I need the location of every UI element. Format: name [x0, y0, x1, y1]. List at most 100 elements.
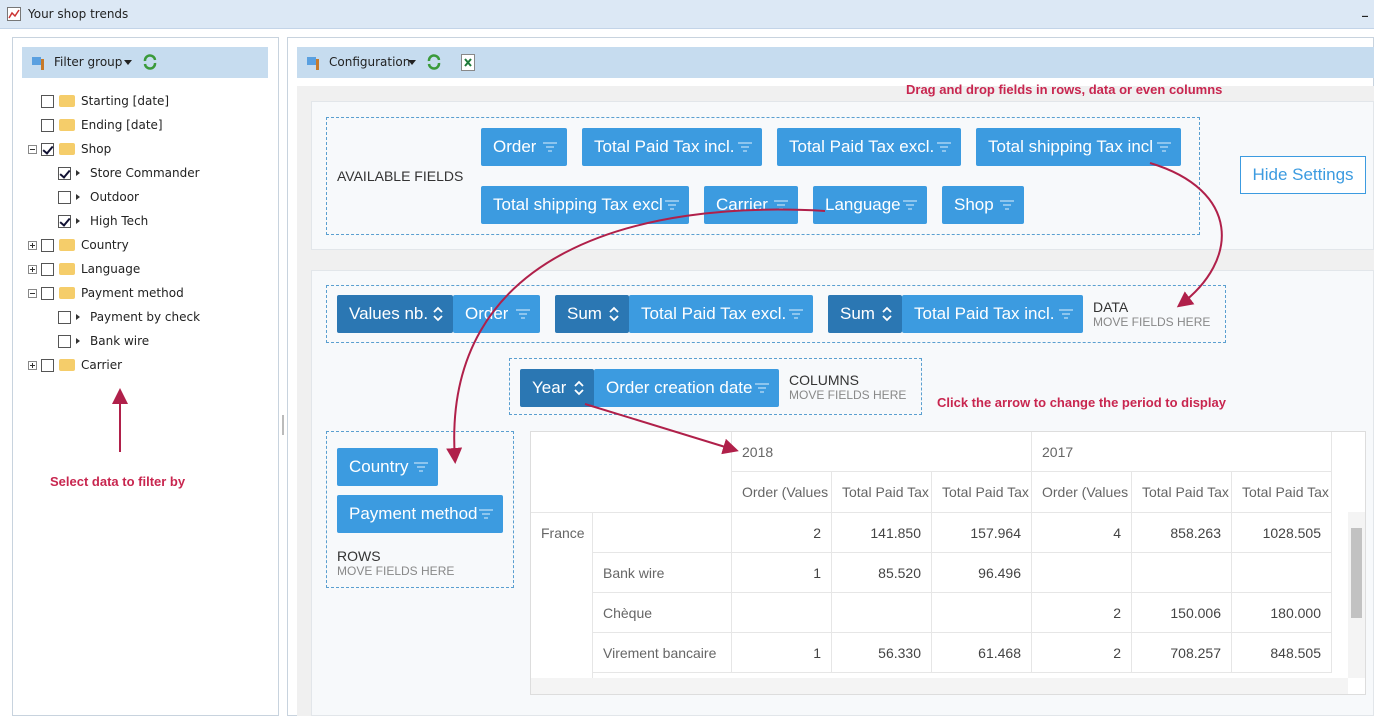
field-chip[interactable]: Total shipping Tax incl	[976, 128, 1181, 166]
filter-icon[interactable]	[479, 509, 493, 519]
horizontal-scrollbar[interactable]	[531, 678, 1348, 694]
checkbox[interactable]	[41, 142, 54, 156]
minimize-button[interactable]: _	[1362, 3, 1368, 17]
sort-updown-icon[interactable]	[433, 306, 443, 322]
configuration-menu[interactable]: Configuration	[329, 55, 411, 69]
field-chip[interactable]: Total shipping Tax excl	[481, 186, 689, 224]
checkbox[interactable]	[58, 334, 71, 348]
columns-zone-label: COLUMNS	[789, 372, 860, 388]
year-header: 2017	[1032, 432, 1332, 472]
data-field-chip[interactable]: Order	[453, 295, 540, 333]
country-chip[interactable]: Country	[337, 448, 438, 486]
hide-settings-button[interactable]: Hide Settings	[1240, 156, 1366, 194]
field-chip[interactable]: Language	[813, 186, 927, 224]
filter-icon[interactable]	[1059, 309, 1073, 319]
filter-icon[interactable]	[1000, 200, 1014, 210]
filter-icon[interactable]	[755, 383, 769, 393]
chevron-down-icon[interactable]	[124, 60, 132, 66]
row-group-header: France	[531, 513, 593, 694]
window-title: Your shop trends	[28, 7, 129, 21]
tree-item[interactable]: Store Commander	[58, 161, 200, 185]
tree-item[interactable]: Starting [date]	[28, 89, 169, 113]
filter-icon	[32, 57, 44, 70]
aggregation-chip[interactable]: Sum	[828, 295, 902, 333]
tree-item[interactable]: Shop	[28, 137, 111, 161]
scrollbar-thumb[interactable]	[1351, 528, 1362, 618]
checkbox[interactable]	[58, 166, 71, 180]
bullet-icon	[76, 170, 80, 176]
filter-panel	[12, 37, 279, 716]
excel-export-icon[interactable]	[461, 54, 475, 71]
order-creation-date-chip[interactable]: Order creation date	[594, 369, 779, 407]
checkbox[interactable]	[41, 286, 54, 300]
table-cell: 848.505	[1232, 633, 1332, 673]
splitter-handle[interactable]	[282, 415, 284, 435]
field-chip[interactable]: Shop	[942, 186, 1024, 224]
table-cell: 2	[732, 513, 832, 553]
chip-label: Total shipping Tax incl	[988, 137, 1154, 156]
filter-group-menu[interactable]: Filter group	[54, 55, 123, 69]
table-cell: 708.257	[1132, 633, 1232, 673]
filter-icon[interactable]	[665, 200, 679, 210]
table-cell: 1	[732, 633, 832, 673]
checkbox[interactable]	[58, 190, 71, 204]
filter-icon[interactable]	[1157, 142, 1171, 152]
tree-item-label: Country	[81, 238, 129, 252]
filter-icon[interactable]	[516, 309, 530, 319]
filter-icon[interactable]	[789, 309, 803, 319]
tree-item[interactable]: Country	[28, 233, 129, 257]
filter-icon[interactable]	[543, 142, 557, 152]
field-chip[interactable]: Carrier	[704, 186, 798, 224]
tree-item[interactable]: Carrier	[28, 353, 122, 377]
refresh-icon[interactable]	[142, 54, 158, 70]
filter-icon[interactable]	[903, 200, 917, 210]
expand-icon[interactable]	[28, 360, 37, 370]
payment-method-chip[interactable]: Payment method	[337, 495, 503, 533]
expand-icon[interactable]	[28, 264, 37, 274]
checkbox[interactable]	[41, 262, 54, 276]
checkbox[interactable]	[41, 238, 54, 252]
table-cell	[1132, 553, 1232, 593]
checkbox[interactable]	[41, 118, 54, 132]
data-field-chip[interactable]: Total Paid Tax incl.	[902, 295, 1083, 333]
checkbox[interactable]	[58, 214, 71, 228]
table-cell: 858.263	[1132, 513, 1232, 553]
year-aggregation-chip[interactable]: Year	[520, 369, 594, 407]
aggregation-chip[interactable]: Sum	[555, 295, 629, 333]
tree-item[interactable]: Ending [date]	[28, 113, 163, 137]
tree-item[interactable]: Payment method	[28, 281, 184, 305]
table-cell: 56.330	[832, 633, 932, 673]
annotation-period: Click the arrow to change the period to …	[937, 395, 1226, 410]
collapse-icon[interactable]	[28, 144, 37, 154]
field-chip[interactable]: Total Paid Tax incl.	[582, 128, 762, 166]
tree-item[interactable]: Payment by check	[58, 305, 200, 329]
chip-label: Year	[532, 378, 567, 397]
chip-label: Order creation date	[606, 378, 753, 397]
expand-icon[interactable]	[28, 240, 37, 250]
tree-item[interactable]: Outdoor	[58, 185, 139, 209]
filter-icon[interactable]	[414, 462, 428, 472]
tree-item[interactable]: Bank wire	[58, 329, 149, 353]
checkbox[interactable]	[58, 310, 71, 324]
vertical-scrollbar[interactable]	[1348, 512, 1365, 678]
filter-icon[interactable]	[937, 142, 951, 152]
window-titlebar: Your shop trends _	[0, 0, 1374, 29]
sort-updown-icon[interactable]	[609, 306, 619, 322]
aggregation-chip[interactable]: Values nb.	[337, 295, 453, 333]
filter-toolbar: Filter group	[22, 47, 268, 78]
tree-item[interactable]: Language	[28, 257, 140, 281]
checkbox[interactable]	[41, 358, 54, 372]
field-chip[interactable]: Total Paid Tax excl.	[777, 128, 961, 166]
filter-icon[interactable]	[774, 200, 788, 210]
tree-item[interactable]: High Tech	[58, 209, 148, 233]
checkbox[interactable]	[41, 94, 54, 108]
filter-icon[interactable]	[738, 142, 752, 152]
collapse-icon[interactable]	[28, 288, 37, 298]
refresh-icon[interactable]	[426, 54, 442, 70]
sort-updown-icon[interactable]	[574, 380, 584, 396]
sort-updown-icon[interactable]	[882, 306, 892, 322]
data-field-chip[interactable]: Total Paid Tax excl.	[629, 295, 813, 333]
field-chip[interactable]: Order	[481, 128, 567, 166]
chevron-down-icon[interactable]	[408, 60, 416, 66]
row-header: Virement bancaire	[593, 633, 732, 673]
